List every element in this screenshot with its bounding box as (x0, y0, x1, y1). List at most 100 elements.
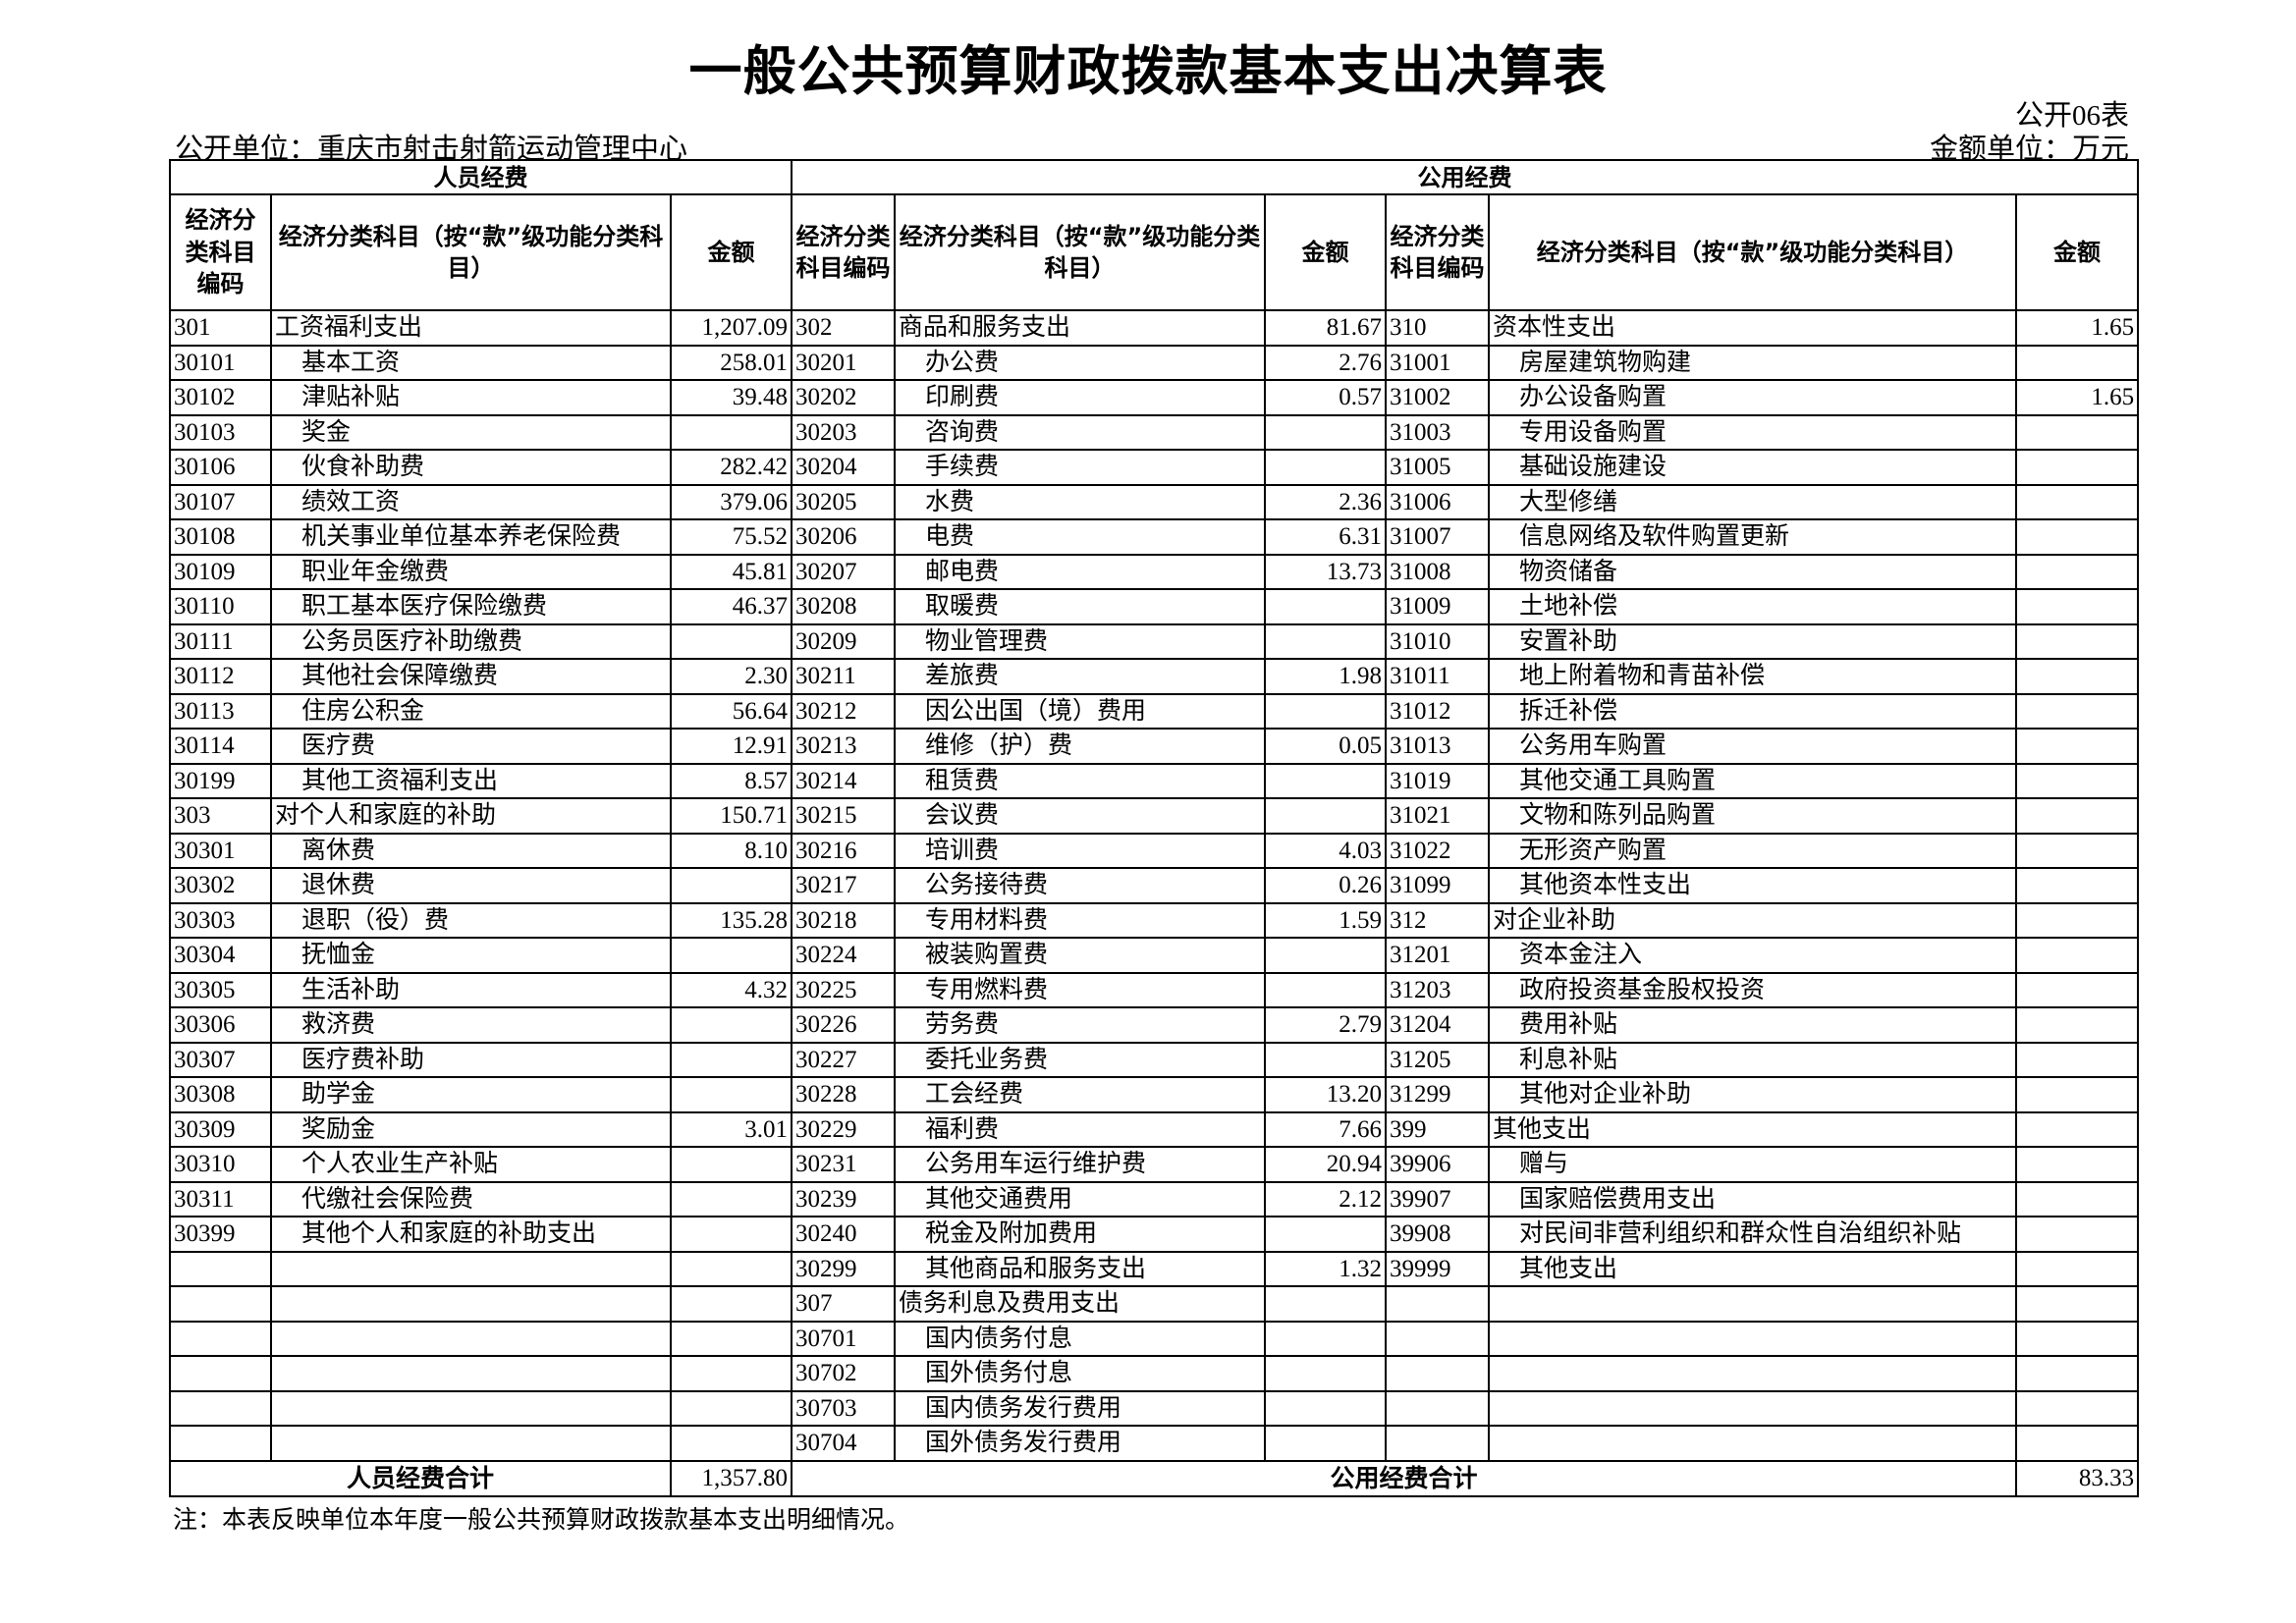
cell-name: 代缴社会保险费 (270, 1180, 672, 1217)
table-row: 30307 医疗费补助 30227 委托业务费 31205 利息补贴 (169, 1041, 2140, 1078)
cell-amount (2015, 588, 2140, 625)
cell-code: 31022 (1385, 832, 1491, 869)
name-header: 经济分类科目（按“款”级功能分类科目） (270, 193, 672, 311)
cell-amount: 8.10 (669, 832, 793, 869)
cell-name: 其他个人和家庭的补助支出 (270, 1216, 672, 1253)
cell-name (270, 1355, 672, 1392)
cell-code: 30305 (169, 971, 272, 1008)
cell-code: 31204 (1385, 1006, 1491, 1044)
cell-code (169, 1320, 272, 1357)
cell-name: 个人农业生产补贴 (270, 1146, 672, 1183)
cell-amount (1264, 1041, 1388, 1078)
cell-amount: 7.66 (1264, 1110, 1388, 1148)
cell-name: 其他支出 (1488, 1250, 2018, 1287)
cell-code: 30206 (791, 518, 897, 556)
cell-name (270, 1320, 672, 1357)
cell-code (1385, 1425, 1491, 1462)
cell-code: 31012 (1385, 692, 1491, 730)
cell-code: 39999 (1385, 1250, 1491, 1287)
cell-amount (669, 1180, 793, 1217)
cell-name: 伙食补助费 (270, 449, 672, 486)
cell-code: 30704 (791, 1425, 897, 1462)
cell-name: 商品和服务支出 (894, 309, 1267, 347)
personnel-total-label: 人员经费合计 (169, 1459, 672, 1497)
cell-amount: 81.67 (1264, 309, 1388, 347)
cell-amount (1264, 1216, 1388, 1253)
cell-name: 职工基本医疗保险缴费 (270, 588, 672, 625)
cell-code: 30202 (791, 379, 897, 416)
table-row: 30111 公务员医疗补助缴费 30209 物业管理费 31010 安置补助 (169, 622, 2140, 660)
cell-name (270, 1389, 672, 1427)
cell-name: 专用燃料费 (894, 971, 1267, 1008)
cell-code: 312 (1385, 901, 1491, 939)
name-header: 经济分类科目（按“款”级功能分类科目） (894, 193, 1267, 311)
table-row: 30303 退职（役）费 135.28 30218 专用材料费 1.59 312 对企业补助 (169, 901, 2140, 939)
public-group-header: 公用经费 (791, 159, 2140, 195)
cell-code (169, 1285, 272, 1323)
cell-name: 公务用车运行维护费 (894, 1146, 1267, 1183)
cell-amount: 2.36 (1264, 483, 1388, 520)
cell-code: 30240 (791, 1216, 897, 1253)
cell-code: 303 (169, 797, 272, 835)
cell-amount: 135.28 (669, 901, 793, 939)
code-header: 经济分类科目编码 (791, 193, 897, 311)
cell-name: 国外债务发行费用 (894, 1425, 1267, 1462)
cell-amount (2015, 1389, 2140, 1427)
page-title: 一般公共预算财政拨款基本支出决算表 (688, 40, 1608, 102)
cell-amount (2015, 553, 2140, 590)
cell-amount (2015, 762, 2140, 799)
table-row: 30302 退休费 30217 公务接待费 0.26 31099 其他资本性支出 (169, 867, 2140, 904)
cell-name: 奖励金 (270, 1110, 672, 1148)
cell-amount: 3.01 (669, 1110, 793, 1148)
cell-amount: 56.64 (669, 692, 793, 730)
cell-amount (2015, 1076, 2140, 1113)
cell-name: 生活补助 (270, 971, 672, 1008)
cell-name (1488, 1389, 2018, 1427)
cell-amount: 150.71 (669, 797, 793, 835)
cell-code: 30229 (791, 1110, 897, 1148)
cell-name: 职业年金缴费 (270, 553, 672, 590)
cell-name: 国内债务付息 (894, 1320, 1267, 1357)
cell-amount (669, 867, 793, 904)
cell-name: 文物和陈列品购置 (1488, 797, 2018, 835)
cell-amount: 2.30 (669, 658, 793, 695)
table-row: 30101 基本工资 258.01 30201 办公费 2.76 31001 房屋建筑物购建 (169, 344, 2140, 381)
cell-name: 培训费 (894, 832, 1267, 869)
cell-amount (1264, 413, 1388, 451)
cell-amount (669, 1389, 793, 1427)
cell-amount: 45.81 (669, 553, 793, 590)
form-number: 公开06表 (2014, 100, 2129, 132)
cell-code: 30303 (169, 901, 272, 939)
cell-code: 30211 (791, 658, 897, 695)
cell-name: 其他商品和服务支出 (894, 1250, 1267, 1287)
cell-name: 退休费 (270, 867, 672, 904)
cell-code: 30212 (791, 692, 897, 730)
cell-code: 31006 (1385, 483, 1491, 520)
cell-name (270, 1425, 672, 1462)
cell-code: 30217 (791, 867, 897, 904)
cell-name: 资本金注入 (1488, 937, 2018, 974)
cell-code: 30205 (791, 483, 897, 520)
amount-header: 金额 (669, 193, 793, 311)
cell-code (169, 1425, 272, 1462)
cell-code (169, 1355, 272, 1392)
cell-code: 30113 (169, 692, 272, 730)
cell-code (1385, 1389, 1491, 1427)
cell-amount (1264, 1425, 1388, 1462)
cell-name: 专用设备购置 (1488, 413, 2018, 451)
cell-code: 31009 (1385, 588, 1491, 625)
cell-name: 国外债务付息 (894, 1355, 1267, 1392)
cell-amount: 75.52 (669, 518, 793, 556)
cell-name: 取暖费 (894, 588, 1267, 625)
cell-name: 公务员医疗补助缴费 (270, 622, 672, 660)
cell-name: 其他交通费用 (894, 1180, 1267, 1217)
cell-code: 39906 (1385, 1146, 1491, 1183)
table-row: 30703 国内债务发行费用 (169, 1389, 2140, 1427)
table-body: 301 工资福利支出 1,207.09 302 商品和服务支出 81.67 310 资本性支出… (169, 309, 2140, 1462)
cell-code: 39908 (1385, 1216, 1491, 1253)
cell-amount (2015, 1355, 2140, 1392)
cell-name: 土地补偿 (1488, 588, 2018, 625)
cell-name: 劳务费 (894, 1006, 1267, 1044)
cell-amount: 4.03 (1264, 832, 1388, 869)
table-row: 30311 代缴社会保险费 30239 其他交通费用 2.12 39907 国家赔偿费用支出 (169, 1180, 2140, 1217)
